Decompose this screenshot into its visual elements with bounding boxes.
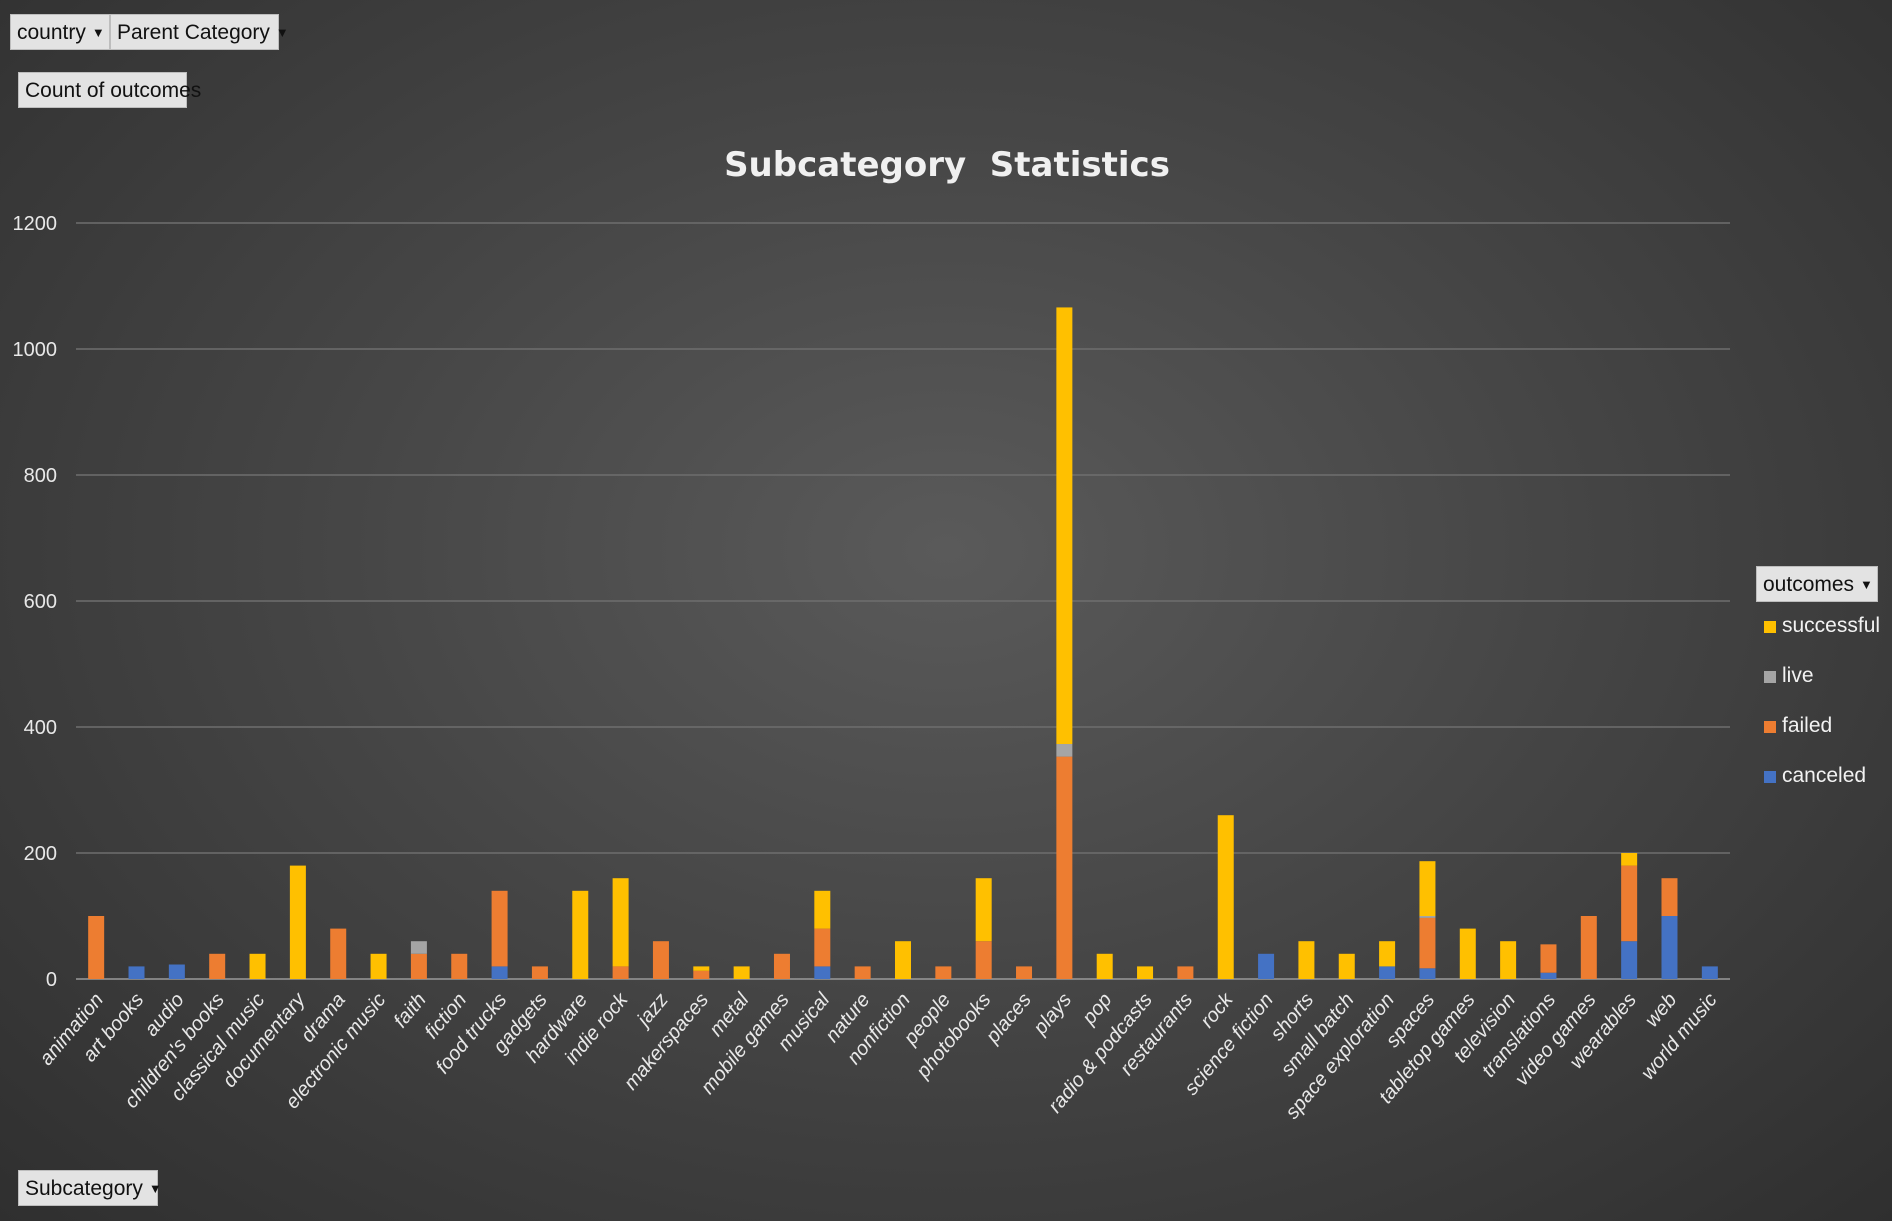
bar-canceled[interactable] [1701, 966, 1718, 979]
bar-successful[interactable] [1419, 861, 1436, 916]
legend-label: successful [1782, 614, 1881, 637]
bar-failed[interactable] [1419, 917, 1436, 969]
bar-canceled[interactable] [1540, 972, 1557, 979]
legend-swatch [1764, 721, 1776, 733]
bar-canceled[interactable] [1661, 916, 1678, 979]
bar-failed[interactable] [773, 953, 790, 979]
bar-failed[interactable] [1016, 966, 1033, 979]
bar-failed[interactable] [854, 966, 871, 979]
bar-successful[interactable] [289, 865, 306, 979]
bar-successful[interactable] [1096, 953, 1113, 979]
bar-successful[interactable] [612, 878, 629, 967]
legend-swatch [1764, 771, 1776, 783]
dropdown-arrow-icon: ▼ [148, 1181, 162, 1196]
gridlines [76, 222, 1730, 980]
bar-successful[interactable] [1621, 853, 1638, 866]
x-tick-label: plays [1029, 989, 1077, 1040]
values-field-button[interactable]: Count of outcomes [18, 72, 201, 108]
country-filter-button[interactable]: country ▼ [10, 14, 110, 50]
bar-successful[interactable] [1217, 815, 1234, 979]
bar-failed[interactable] [410, 953, 427, 979]
bar-canceled[interactable] [1621, 941, 1638, 979]
bar-failed[interactable] [814, 928, 831, 967]
x-tick-label: places [981, 989, 1036, 1048]
bar-failed[interactable] [612, 966, 629, 979]
bar-canceled[interactable] [1258, 953, 1275, 979]
bar-live[interactable] [1419, 916, 1436, 918]
y-tick-label: 200 [24, 843, 57, 865]
legend-item-successful[interactable]: successful [1764, 613, 1880, 639]
bar-failed[interactable] [975, 941, 992, 979]
legend-item-failed[interactable]: failed [1764, 713, 1832, 739]
bar-failed[interactable] [209, 953, 226, 979]
bar-canceled[interactable] [491, 966, 508, 979]
legend-label: canceled [1782, 764, 1867, 787]
bar-failed[interactable] [531, 966, 548, 979]
y-axis-ticks: 0 200 400 600 800 1000 1200 [13, 213, 58, 991]
values-field-label: Count of outcomes [25, 79, 202, 102]
bar-canceled[interactable] [128, 966, 145, 979]
bar-successful[interactable] [1379, 941, 1396, 967]
bar-successful[interactable] [693, 966, 710, 971]
bar-failed[interactable] [451, 953, 468, 979]
bar-failed[interactable] [1056, 756, 1073, 979]
bar-failed[interactable] [1580, 916, 1597, 979]
subcategory-axis-button[interactable]: Subcategory ▼ [18, 1170, 162, 1206]
legend-swatch [1764, 621, 1776, 633]
bar-successful[interactable] [1137, 966, 1154, 979]
bar-failed[interactable] [88, 916, 105, 979]
outcomes-legend-label: outcomes [1763, 573, 1855, 596]
y-tick-label: 0 [46, 969, 57, 991]
parent-category-filter-button[interactable]: Parent Category ▼ [110, 14, 289, 50]
bar-failed[interactable] [491, 890, 508, 967]
bar-failed[interactable] [935, 966, 952, 979]
bar-successful[interactable] [733, 966, 750, 979]
legend-swatch [1764, 671, 1776, 683]
bar-live[interactable] [1056, 744, 1073, 757]
bar-failed[interactable] [1661, 878, 1678, 916]
legend-item-canceled[interactable]: canceled [1764, 763, 1866, 789]
bar-successful[interactable] [1459, 928, 1476, 979]
bar-successful[interactable] [572, 890, 589, 979]
bar-successful[interactable] [1338, 953, 1355, 979]
bar-canceled[interactable] [814, 966, 831, 979]
bar-failed[interactable] [652, 941, 669, 979]
y-tick-label: 800 [24, 465, 57, 487]
subcategory-axis-label: Subcategory [25, 1177, 143, 1200]
y-tick-label: 400 [24, 717, 57, 739]
bar-canceled[interactable] [1379, 966, 1396, 979]
dropdown-arrow-icon: ▼ [1860, 577, 1873, 592]
bar-successful[interactable] [1298, 941, 1315, 979]
chart-title: Subcategory Statistics [724, 145, 1170, 185]
bars [88, 307, 1718, 979]
bar-successful[interactable] [814, 890, 831, 929]
bar-failed[interactable] [1621, 865, 1638, 942]
bar-successful[interactable] [895, 941, 911, 979]
legend-item-live[interactable]: live [1764, 663, 1814, 689]
legend-label: live [1782, 664, 1814, 687]
bar-canceled[interactable] [1419, 968, 1436, 979]
bar-successful[interactable] [975, 878, 992, 942]
bar-failed[interactable] [693, 970, 710, 979]
y-tick-label: 1000 [13, 339, 58, 361]
bar-successful[interactable] [370, 953, 387, 979]
bar-successful[interactable] [1056, 307, 1073, 745]
bar-canceled[interactable] [168, 964, 185, 979]
dropdown-arrow-icon: ▼ [91, 25, 105, 40]
bar-successful[interactable] [1500, 941, 1517, 979]
legend-label: failed [1782, 714, 1833, 737]
bar-live[interactable] [410, 941, 427, 954]
bar-failed[interactable] [1540, 944, 1557, 973]
bar-failed[interactable] [330, 928, 347, 979]
country-filter-label: country [17, 21, 86, 44]
bar-failed[interactable] [1177, 966, 1194, 979]
y-tick-label: 600 [24, 591, 57, 613]
bar-successful[interactable] [249, 953, 266, 979]
parent-category-filter-label: Parent Category [117, 21, 270, 44]
y-tick-label: 1200 [13, 213, 58, 235]
dropdown-arrow-icon: ▼ [275, 25, 289, 40]
outcomes-legend-button[interactable]: outcomes ▼ [1756, 566, 1878, 602]
